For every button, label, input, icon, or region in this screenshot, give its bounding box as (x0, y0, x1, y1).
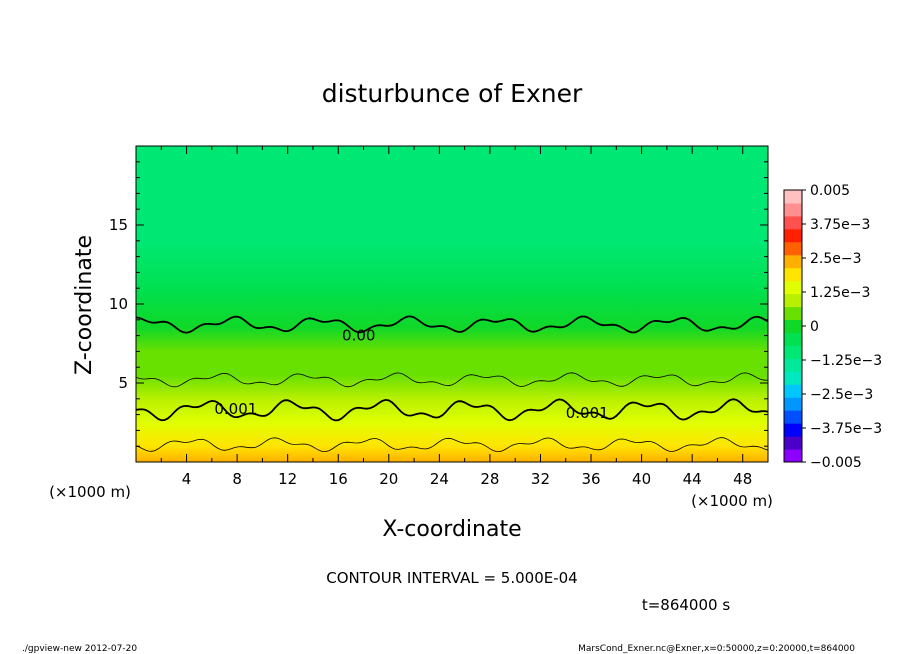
contour-line (136, 437, 768, 453)
colorbar-swatch (784, 384, 802, 398)
x-tick-label: 24 (430, 470, 449, 488)
colorbar-label: 3.75e−3 (810, 217, 870, 233)
y-tick-label: 15 (109, 216, 128, 234)
colorbar-swatch (784, 202, 802, 217)
contour-line (136, 372, 768, 388)
contour-interval-text: CONTOUR INTERVAL = 5.000E-04 (326, 569, 577, 587)
x-tick-label: 32 (531, 470, 550, 488)
contour-lines (136, 315, 768, 453)
x-tick-label: 8 (232, 470, 242, 488)
colorbar-swatch (784, 358, 802, 372)
contour-line (136, 315, 768, 334)
x-unit-right: (×1000 m) (691, 492, 773, 510)
x-tick-label: 28 (480, 470, 499, 488)
colorbar-label: −3.75e−3 (810, 421, 882, 437)
x-tick-label: 16 (329, 470, 348, 488)
colorbar-label: 0.005 (810, 183, 850, 199)
x-axis-ticks: 4 8 12 16 20 24 28 32 36 40 44 48 (160, 146, 752, 488)
colorbar-swatch (784, 449, 802, 463)
chart-title: disturbunce of Exner (322, 79, 583, 108)
colorbar-swatch (784, 345, 802, 359)
colorbar (784, 190, 802, 463)
colorbar-swatch (784, 436, 802, 450)
colorbar-swatch (784, 228, 802, 243)
colorbar-swatch (784, 371, 802, 385)
x-tick-label: 4 (182, 470, 192, 488)
colorbar-swatch (784, 254, 802, 269)
contour-label-1: 0.001 (214, 400, 257, 418)
colorbar-label: −0.005 (810, 455, 862, 471)
footer-left: ./gpview-new 2012-07-20 (22, 644, 137, 654)
contour-labels: 0.00 0.001 0.001 (214, 327, 608, 422)
colorbar-swatch (784, 332, 802, 346)
y-tick-label: 5 (118, 374, 128, 392)
x-tick-label: 12 (278, 470, 297, 488)
x-unit-left: (×1000 m) (49, 483, 131, 501)
colorbar-swatch (784, 410, 802, 424)
colorbar-swatch (784, 280, 802, 295)
colorbar-swatch (784, 306, 802, 321)
colorbar-label: −1.25e−3 (810, 353, 882, 369)
colorbar-swatch (784, 423, 802, 437)
x-tick-label: 40 (632, 470, 651, 488)
colorbar-swatch (784, 215, 802, 230)
colorbar-labels: 0.005 3.75e−3 2.5e−3 1.25e−3 0 −1.25e−3 −2.5e−… (802, 183, 882, 471)
contour-label-2: 0.001 (566, 404, 609, 422)
colorbar-swatch (784, 397, 802, 411)
x-axis-label: X-coordinate (382, 517, 521, 542)
colorbar-swatch (784, 267, 802, 282)
colorbar-swatch (784, 319, 802, 333)
y-axis-ticks: 5 10 15 (109, 161, 768, 447)
x-tick-label: 36 (581, 470, 600, 488)
time-text: t=864000 s (642, 596, 730, 614)
contour-line (136, 398, 768, 422)
colorbar-label: 2.5e−3 (810, 251, 862, 267)
contour-label-0: 0.00 (342, 327, 375, 345)
y-axis-label: Z-coordinate (72, 235, 97, 375)
colorbar-swatch (784, 241, 802, 256)
x-tick-label: 44 (683, 470, 702, 488)
plot-area (136, 146, 768, 462)
colorbar-swatch (784, 190, 802, 204)
colorbar-label: −2.5e−3 (810, 387, 873, 403)
colorbar-swatch (784, 293, 802, 308)
y-tick-label: 10 (109, 295, 128, 313)
footer-right: MarsCond_Exner.nc@Exner,x=0:50000,z=0:20… (578, 644, 855, 654)
colorbar-label: 1.25e−3 (810, 285, 870, 301)
x-tick-label: 48 (733, 470, 752, 488)
colorbar-label: 0 (810, 319, 819, 335)
x-tick-label: 20 (379, 470, 398, 488)
